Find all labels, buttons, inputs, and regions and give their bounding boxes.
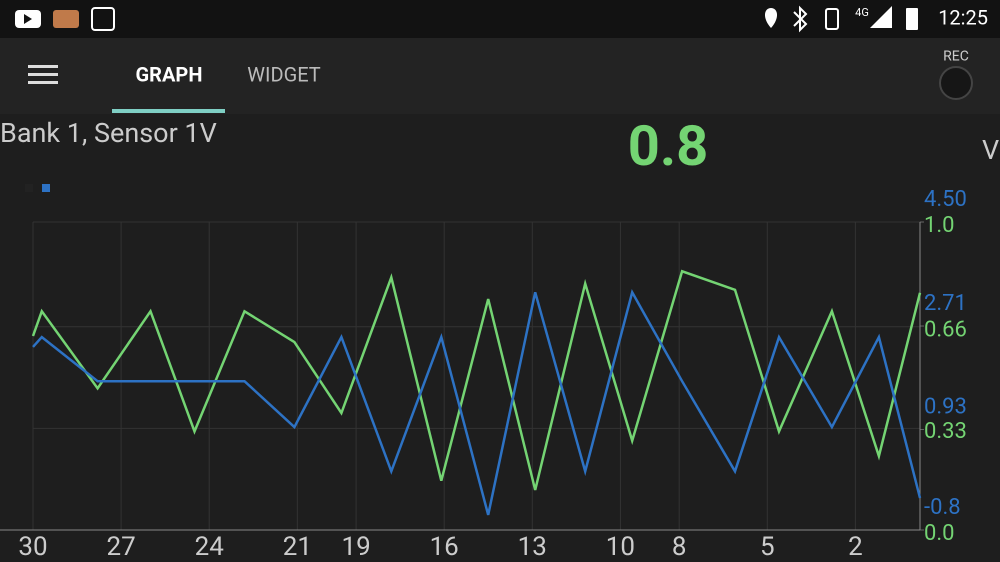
y-tick-label: 0.66 — [924, 318, 967, 343]
tab-indicator — [112, 109, 225, 113]
menu-line — [28, 65, 58, 68]
x-tick-label: 5 — [760, 532, 775, 562]
maps-icon — [91, 7, 115, 31]
x-tick-label: 19 — [341, 532, 370, 562]
current-value: 0.8 — [628, 113, 709, 179]
menu-button[interactable] — [28, 65, 58, 84]
clock: 12:25 — [938, 5, 988, 29]
app-bar — [0, 38, 1000, 114]
legend-swatch — [42, 184, 50, 192]
x-tick-label: 2 — [848, 532, 863, 562]
tab-graph[interactable]: GRAPH — [136, 62, 203, 86]
y-tick-label: 0.33 — [924, 419, 967, 444]
legend-swatch — [25, 184, 33, 192]
y2-tick-label: 0.93 — [924, 394, 967, 419]
y2-tick-label: 2.71 — [924, 291, 967, 316]
youtube-play — [24, 14, 32, 24]
status-bar — [0, 0, 1000, 38]
data-line — [32, 288, 922, 516]
rec-label: REC — [943, 49, 969, 65]
bluetooth-icon — [793, 5, 808, 33]
location-icon — [764, 8, 778, 28]
signal-icon — [870, 6, 892, 28]
rec-button[interactable] — [939, 66, 973, 100]
tab-widget[interactable]: WIDGET — [247, 62, 320, 86]
x-tick-label: 30 — [18, 532, 47, 562]
x-tick-label: 21 — [283, 532, 312, 562]
sensor-name: Bank 1, Sensor 1V — [0, 117, 217, 149]
x-tick-label: 24 — [195, 532, 225, 562]
battery-icon — [906, 8, 918, 30]
vibrate-icon — [825, 8, 839, 30]
menu-line — [28, 81, 58, 84]
y-tick-label: 1.0 — [924, 213, 955, 238]
x-tick-label: 16 — [430, 532, 459, 562]
app-icon — [53, 10, 79, 28]
y-tick-label: 0.0 — [924, 521, 955, 546]
x-tick-label: 13 — [518, 532, 547, 562]
menu-line — [28, 73, 58, 76]
data-line — [31, 269, 922, 491]
x-tick-label: 27 — [106, 532, 135, 562]
y2-tick-label: 4.50 — [924, 187, 967, 212]
x-tick-label: 8 — [672, 532, 687, 562]
content — [0, 114, 1000, 562]
y2-tick-label: -0.8 — [924, 495, 961, 520]
x-tick-label: 10 — [606, 532, 635, 562]
unit: V — [982, 134, 999, 166]
network-label: 4G — [855, 6, 869, 19]
